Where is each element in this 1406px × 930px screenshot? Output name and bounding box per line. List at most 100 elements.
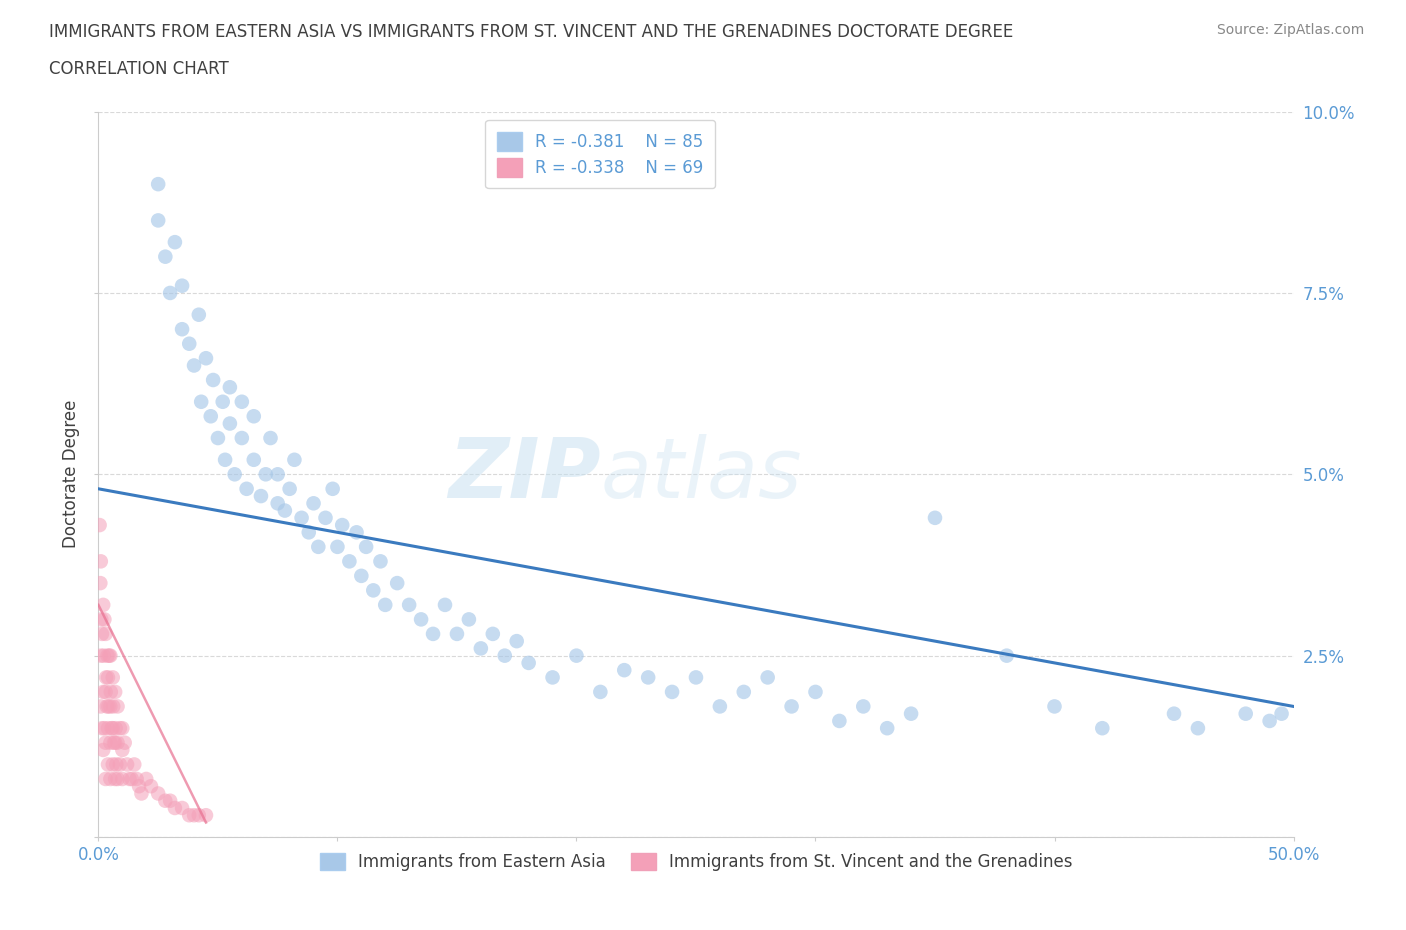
Point (108, 757, 131, 772)
Point (637, 670, 659, 684)
Point (190, 394, 212, 409)
Point (124, 757, 146, 772)
Point (104, 684, 127, 699)
Point (852, 699, 875, 714)
Point (374, 597, 396, 612)
Point (135, 772, 157, 787)
Point (219, 379, 242, 394)
Point (385, 576, 409, 591)
Text: Source: ZipAtlas.com: Source: ZipAtlas.com (1216, 23, 1364, 37)
Point (243, 452, 266, 467)
Point (1091, 721, 1114, 736)
Point (195, 808, 218, 823)
Point (89, 576, 111, 591)
Point (105, 757, 128, 772)
Point (231, 431, 253, 445)
Point (243, 409, 266, 424)
Point (155, 249, 177, 264)
Point (103, 736, 125, 751)
Point (481, 627, 505, 642)
Point (195, 351, 218, 365)
Point (94, 684, 117, 699)
Point (326, 539, 349, 554)
Point (98, 648, 122, 663)
Point (159, 286, 181, 300)
Point (104, 721, 127, 736)
Legend: Immigrants from Eastern Asia, Immigrants from St. Vincent and the Grenadines: Immigrants from Eastern Asia, Immigrants… (311, 844, 1081, 880)
Point (128, 778, 150, 793)
Point (307, 539, 329, 554)
Point (1187, 721, 1209, 736)
Point (155, 793, 177, 808)
Text: IMMIGRANTS FROM EASTERN ASIA VS IMMIGRANTS FROM ST. VINCENT AND THE GRENADINES D: IMMIGRANTS FROM EASTERN ASIA VS IMMIGRAN… (49, 23, 1014, 41)
Point (235, 482, 257, 497)
Point (183, 808, 205, 823)
Point (470, 641, 492, 656)
Point (187, 808, 209, 823)
Point (148, 786, 170, 801)
Point (756, 670, 779, 684)
Text: atlas: atlas (600, 433, 801, 515)
Point (283, 452, 305, 467)
Point (446, 627, 468, 642)
Point (291, 511, 314, 525)
Point (370, 554, 392, 569)
Point (91, 721, 114, 736)
Point (101, 721, 124, 736)
Point (94, 736, 117, 751)
Point (101, 757, 124, 772)
Point (517, 656, 540, 671)
Point (97, 721, 120, 736)
Point (565, 648, 588, 663)
Point (93, 612, 115, 627)
Point (107, 772, 129, 787)
Point (733, 684, 755, 699)
Point (98, 772, 122, 787)
Point (96, 699, 118, 714)
Point (94, 670, 117, 684)
Point (108, 721, 131, 736)
Point (924, 511, 946, 525)
Point (494, 648, 516, 663)
Point (148, 177, 170, 192)
Point (187, 307, 209, 322)
Point (804, 684, 827, 699)
Y-axis label: Doctorate Degree: Doctorate Degree (62, 400, 80, 549)
Point (900, 706, 922, 721)
Point (506, 633, 529, 648)
Point (97, 670, 120, 684)
Point (90, 648, 112, 663)
Point (274, 503, 297, 518)
Point (207, 431, 229, 445)
Point (97, 699, 120, 714)
Point (709, 699, 731, 714)
Point (346, 525, 368, 539)
Point (89, 518, 111, 533)
Point (148, 213, 170, 228)
Point (159, 793, 181, 808)
Point (91, 627, 114, 642)
Point (214, 452, 236, 467)
Point (104, 772, 127, 787)
Point (91, 742, 114, 757)
Point (163, 801, 186, 816)
Point (111, 772, 134, 787)
Point (98, 736, 122, 751)
Point (1163, 706, 1185, 721)
Point (100, 721, 122, 736)
Point (1258, 713, 1281, 728)
Point (231, 394, 253, 409)
Point (330, 518, 353, 533)
Point (98, 699, 122, 714)
Point (363, 583, 385, 598)
Point (103, 699, 125, 714)
Point (111, 721, 134, 736)
Point (339, 554, 361, 569)
Point (94, 772, 117, 787)
Point (125, 772, 148, 787)
Point (97, 757, 120, 772)
Point (200, 409, 222, 424)
Point (211, 394, 233, 409)
Point (163, 234, 186, 249)
Point (250, 488, 273, 503)
